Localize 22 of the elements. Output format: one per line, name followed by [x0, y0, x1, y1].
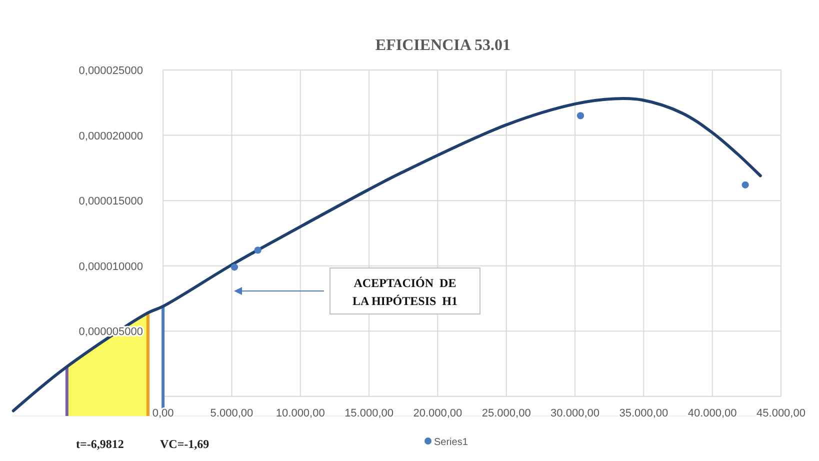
- x-tick-label: 15.000,00: [344, 407, 394, 420]
- text: t=-6,9812: [76, 437, 124, 451]
- legend-label: Series1: [434, 437, 468, 448]
- x-tick-label: 35.000,00: [619, 407, 668, 420]
- annotation: ACEPTACIÓN DE LA HIPÓTESIS H1: [352, 276, 458, 308]
- point: [254, 246, 262, 254]
- y-tick-label: 0,000015000: [78, 196, 143, 208]
- point: [742, 181, 749, 188]
- y-tick-label: 0,000025000: [78, 65, 143, 77]
- text: VC=-1,69: [160, 437, 210, 451]
- x-tick-label: 20.000,00: [413, 407, 462, 420]
- y-tick-label: 0,000010000: [78, 260, 143, 273]
- x-tick-label: 25.000,00: [482, 407, 531, 420]
- point: [230, 264, 238, 271]
- x-tick-label: 10.000,00: [276, 407, 325, 420]
- y-tick-label: 0,000020000: [78, 130, 143, 142]
- chart-title: EFICIENCIA 53.01: [375, 37, 511, 54]
- x-tick-label: 40.000,00: [688, 407, 737, 420]
- x-tick-label: 30.000,00: [550, 407, 600, 420]
- x-tick-label: 5.000,00: [210, 407, 254, 420]
- point: [576, 112, 584, 120]
- x-tick-label: 45.000,00: [756, 407, 806, 420]
